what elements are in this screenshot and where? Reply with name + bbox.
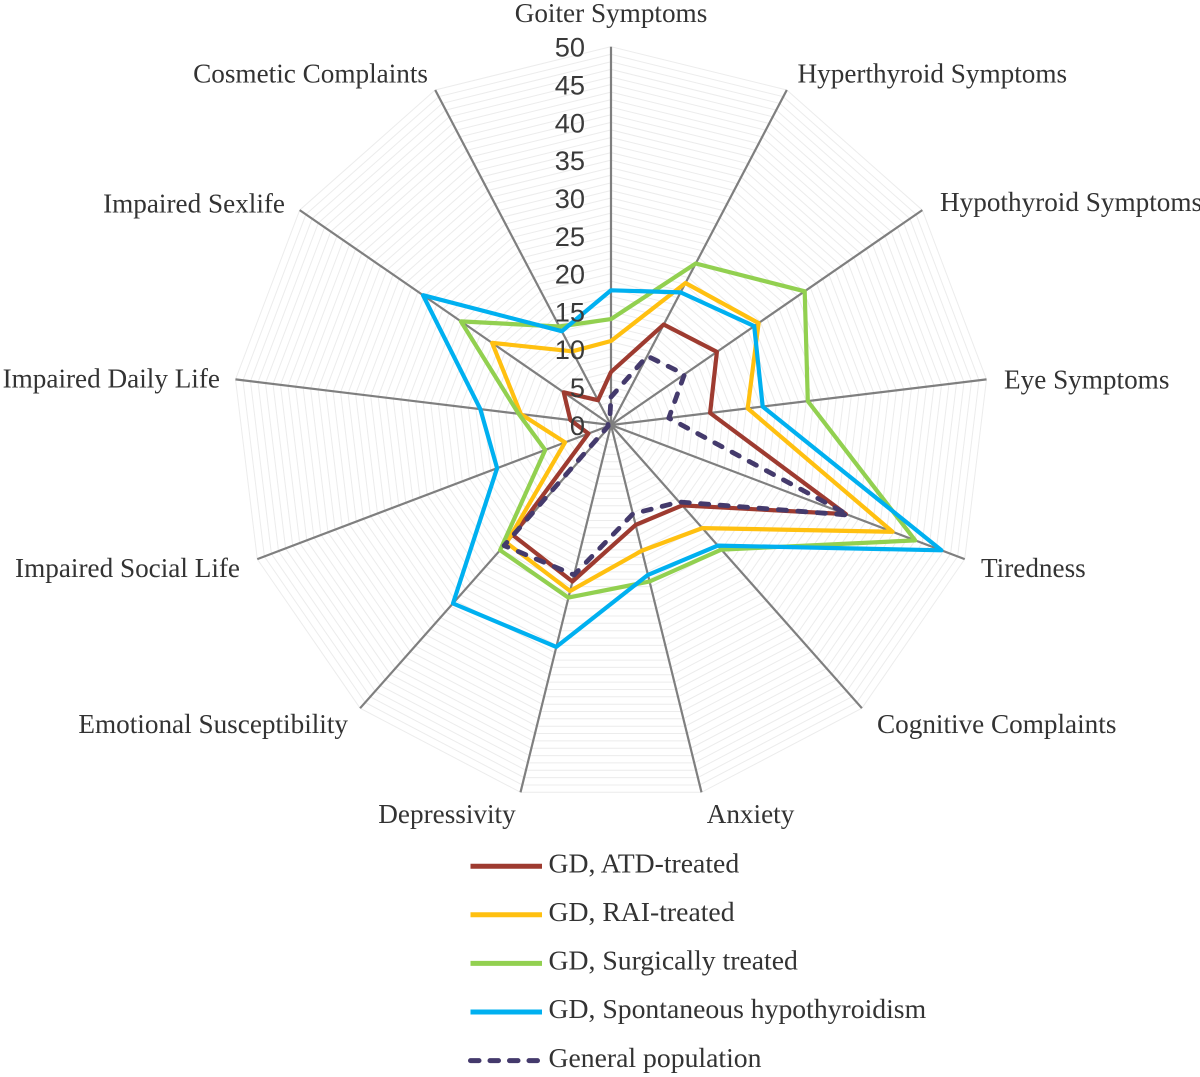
- svg-text:50: 50: [555, 32, 585, 63]
- svg-text:Emotional Susceptibility: Emotional Susceptibility: [78, 709, 348, 739]
- svg-text:45: 45: [555, 69, 585, 100]
- svg-text:GD, ATD-treated: GD, ATD-treated: [549, 847, 740, 878]
- svg-text:Cognitive Complaints: Cognitive Complaints: [877, 709, 1116, 739]
- svg-text:Impaired Social Life: Impaired Social Life: [15, 553, 240, 583]
- svg-text:GD, Spontaneous hypothyroidism: GD, Spontaneous hypothyroidism: [549, 993, 927, 1024]
- svg-text:15: 15: [555, 296, 585, 327]
- svg-text:Eye Symptoms: Eye Symptoms: [1004, 365, 1169, 395]
- svg-text:GD, RAI-treated: GD, RAI-treated: [549, 896, 735, 927]
- svg-text:Hypothyroid Symptoms: Hypothyroid Symptoms: [940, 187, 1200, 217]
- svg-text:Cosmetic Complaints: Cosmetic Complaints: [193, 59, 428, 89]
- svg-text:General population: General population: [549, 1042, 762, 1073]
- svg-text:25: 25: [555, 221, 585, 252]
- svg-text:Goiter Symptoms: Goiter Symptoms: [515, 0, 708, 28]
- svg-text:Impaired Daily Life: Impaired Daily Life: [3, 364, 220, 394]
- svg-text:5: 5: [570, 372, 585, 403]
- svg-text:0: 0: [570, 410, 585, 441]
- svg-text:Anxiety: Anxiety: [707, 799, 795, 829]
- svg-text:10: 10: [555, 334, 585, 365]
- svg-text:Depressivity: Depressivity: [378, 799, 516, 829]
- svg-text:30: 30: [555, 183, 585, 214]
- svg-text:20: 20: [555, 259, 585, 290]
- svg-text:35: 35: [555, 145, 585, 176]
- svg-text:Impaired Sexlife: Impaired Sexlife: [103, 189, 285, 219]
- svg-text:Tiredness: Tiredness: [981, 553, 1086, 583]
- svg-text:40: 40: [555, 107, 585, 138]
- svg-text:Hyperthyroid Symptoms: Hyperthyroid Symptoms: [798, 59, 1068, 89]
- svg-text:GD, Surgically treated: GD, Surgically treated: [549, 945, 799, 976]
